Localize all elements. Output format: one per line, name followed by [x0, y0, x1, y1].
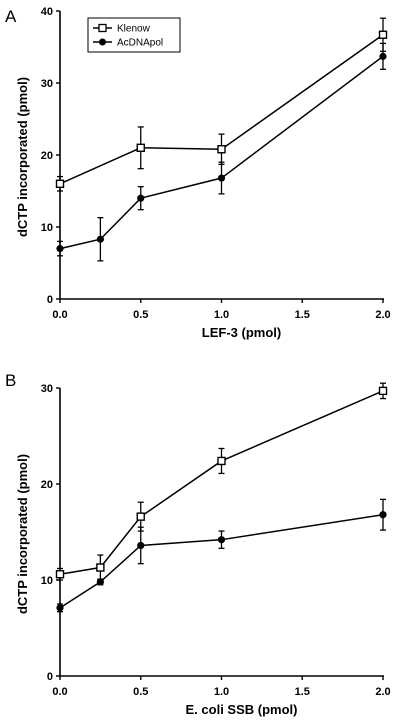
data-point-open-square [378, 386, 388, 396]
x-tick-label: 2.0 [375, 686, 390, 698]
data-point-open-square [378, 30, 388, 39]
series-klenow [55, 17, 388, 192]
y-tick-label: 10 [41, 575, 53, 587]
y-tick-label: 40 [41, 6, 53, 18]
x-tick-label: 0.5 [133, 309, 148, 321]
y-tick-label: 0 [47, 671, 53, 683]
panel-label: A [5, 7, 17, 26]
data-point-filled-circle [56, 604, 64, 612]
data-point-open-square [136, 143, 145, 153]
y-tick-label: 20 [41, 150, 53, 162]
series-acdnapol [56, 42, 387, 262]
legend-label: Klenow [117, 24, 151, 35]
y-axis-title: dCTP incorporated (pmol) [15, 454, 30, 614]
chart-panel-b: B 0 10 20 30 0.0 0.5 1.0 1.5 2.0 E. coli SSB (pmol… [5, 371, 391, 717]
data-point-filled-circle [137, 541, 145, 550]
series-line [59, 513, 384, 609]
y-tick-label: 20 [41, 479, 53, 491]
legend-label: AcDNApol [117, 38, 163, 49]
series-klenow [55, 382, 388, 581]
y-tick-label: 30 [41, 78, 53, 90]
data-point-open-square [96, 563, 105, 572]
x-tick-label: 1.0 [214, 309, 229, 321]
x-tick-label: 0.5 [133, 686, 148, 698]
data-point-filled-circle [96, 235, 104, 243]
series-line [59, 34, 384, 185]
data-point-open-square [136, 512, 145, 521]
x-tick-label: 0.0 [52, 309, 67, 321]
data-point-filled-circle [137, 194, 145, 202]
chart-panel-a: A 0 10 20 30 40 0.0 0.5 1.0 1.5 2.0 LEF-3 (pmol) dCT… [5, 6, 391, 340]
x-tick-label: 0.0 [52, 686, 67, 698]
legend-marker-open-square [98, 23, 107, 33]
x-axis-title: E. coli SSB (pmol) [186, 702, 298, 717]
legend-marker-filled-circle [99, 38, 106, 46]
data-point-filled-circle [217, 174, 226, 182]
series-acdnapol [56, 498, 387, 613]
legend-box [87, 17, 181, 53]
x-tick-label: 2.0 [375, 309, 390, 321]
data-point-filled-circle [96, 578, 104, 586]
x-axis-title: LEF-3 (pmol) [202, 325, 281, 340]
x-tick-label: 1.5 [295, 309, 310, 321]
data-point-open-square [55, 179, 65, 189]
data-point-filled-circle [217, 536, 226, 544]
data-point-filled-circle [379, 511, 387, 519]
y-tick-label: 0 [47, 294, 53, 306]
data-point-filled-circle [56, 245, 64, 253]
x-tick-label: 1.0 [214, 686, 229, 698]
x-tick-label: 1.5 [295, 686, 310, 698]
data-point-open-square [217, 456, 226, 466]
y-axis-title: dCTP incorporated (pmol) [15, 77, 30, 237]
y-tick-label: 10 [41, 222, 53, 234]
legend: Klenow AcDNApol [87, 17, 181, 53]
data-point-filled-circle [379, 52, 387, 60]
y-tick-label: 30 [41, 383, 53, 395]
data-point-open-square [217, 145, 226, 154]
data-point-open-square [55, 570, 65, 579]
panel-label: B [5, 371, 16, 390]
